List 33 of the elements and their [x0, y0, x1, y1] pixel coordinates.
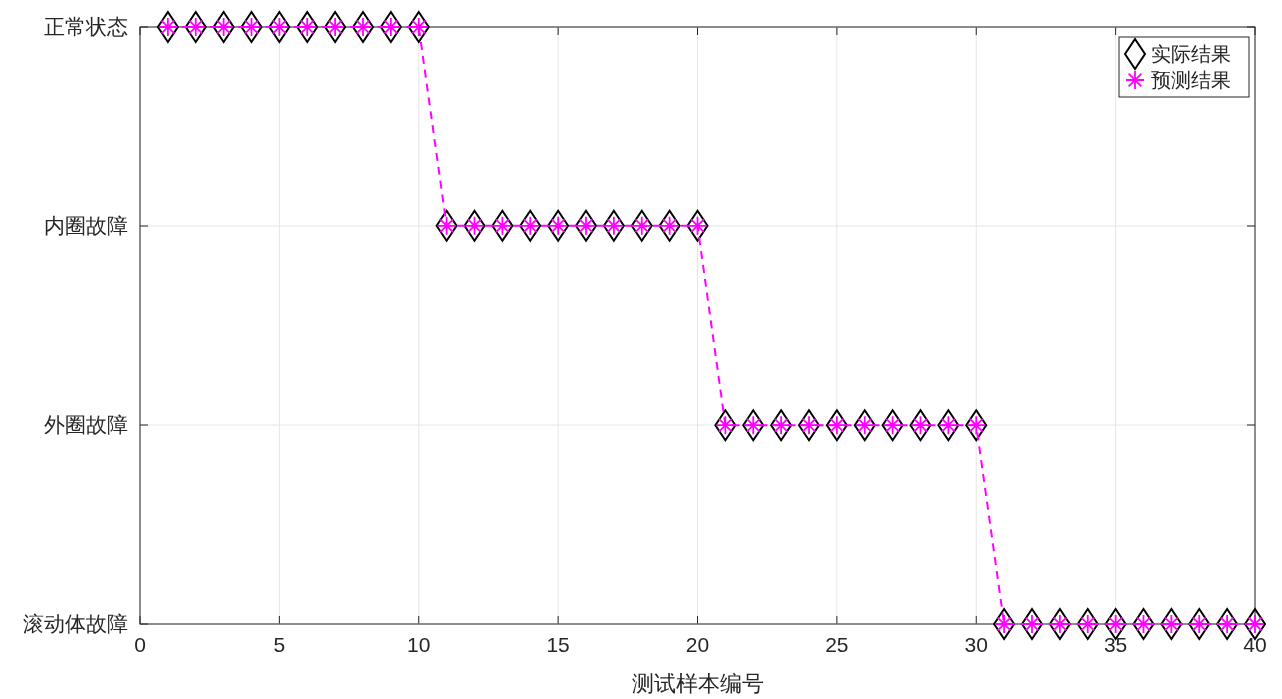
text: 外圈故障	[44, 413, 128, 437]
x-tick-label: 0	[134, 633, 146, 656]
text: 正常状态	[44, 15, 128, 39]
point	[407, 11, 430, 43]
point	[268, 11, 291, 43]
x-tick-label: 40	[1243, 633, 1267, 656]
point	[240, 11, 263, 43]
text: 内圈故障	[44, 214, 128, 238]
x-tick-label: 20	[685, 633, 710, 656]
point	[184, 11, 207, 43]
x-tick-label: 30	[964, 633, 988, 656]
point	[1048, 608, 1071, 640]
text: 滚动体故障	[23, 612, 128, 636]
point	[1188, 608, 1211, 640]
point	[212, 11, 235, 43]
x-axis-title: 测试样本编号	[631, 671, 764, 696]
legend-label: 预测结果	[1151, 69, 1231, 91]
point	[156, 11, 179, 43]
x-tick-label: 35	[1103, 633, 1128, 656]
x-tick-label: 5	[273, 633, 286, 656]
legend-label: 实际结果	[1151, 43, 1231, 65]
point	[1216, 608, 1239, 640]
point	[993, 608, 1016, 640]
x-tick-label: 25	[825, 633, 849, 656]
point	[1160, 608, 1183, 640]
point	[1132, 608, 1155, 640]
x-tick-label: 10	[407, 633, 431, 656]
point	[379, 11, 402, 43]
point	[296, 11, 319, 43]
point	[1076, 608, 1099, 640]
point	[324, 11, 347, 43]
point	[1104, 608, 1127, 640]
x-tick-label: 15	[546, 633, 570, 656]
